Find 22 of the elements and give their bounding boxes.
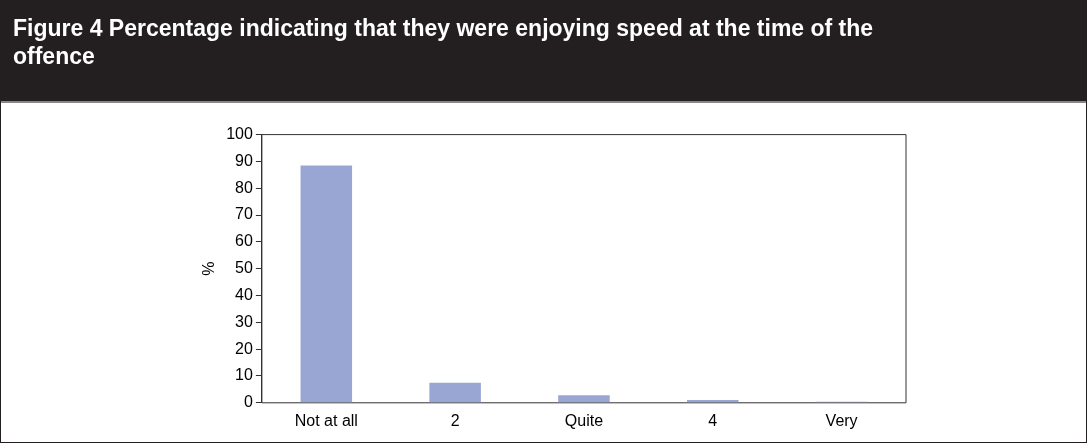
y-tick-label: 90 — [235, 151, 253, 169]
y-tick-label: 60 — [235, 232, 253, 250]
y-tick-label: 30 — [235, 312, 253, 330]
bar — [558, 395, 610, 403]
bar — [687, 400, 739, 403]
y-tick-label: 20 — [235, 339, 253, 357]
x-tick-label: 4 — [708, 411, 718, 429]
x-tick-label: Quite — [564, 411, 604, 429]
y-tick-label: 100 — [226, 125, 253, 143]
bar — [300, 165, 353, 403]
y-tick-label: 80 — [235, 178, 253, 196]
bar — [429, 382, 481, 403]
y-tick-label: 0 — [243, 393, 253, 411]
y-tick-label: 10 — [235, 366, 253, 384]
y-tick-label: 70 — [235, 205, 253, 223]
x-tick-label: 2 — [450, 411, 460, 429]
y-axis-title: % — [200, 261, 218, 276]
y-tick-label: 40 — [235, 285, 253, 303]
x-tick-label: Not at all — [294, 411, 358, 429]
chart-title: Figure 4 Percentage indicating that they were enjoying speed at the time of the offence — [1, 0, 1086, 103]
x-tick-label: Very — [825, 411, 858, 429]
y-tick-label: 50 — [235, 259, 253, 277]
